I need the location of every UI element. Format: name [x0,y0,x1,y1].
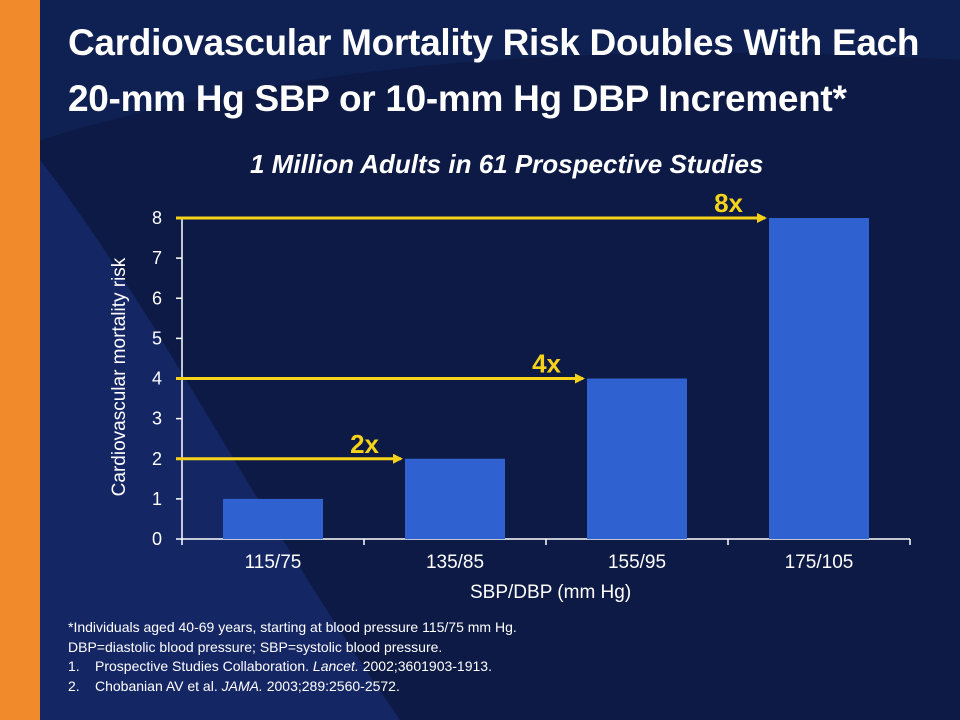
x-tick-label: 135/85 [426,552,484,573]
reference-2-details: 2003;289:2560-2572. [262,677,400,694]
chart-title: 1 Million Adults in 61 Prospective Studi… [250,149,764,179]
y-tick-label: 1 [152,489,162,509]
reference-1: 1. Prospective Studies Collaboration. Lan… [68,657,517,677]
reference-2-authors: Chobanian AV et al. [95,677,222,694]
reference-1-details: 2002;3601903-1913. [358,658,492,674]
bar [223,498,323,539]
y-tick-label: 5 [152,328,162,348]
footnotes: *Individuals aged 40-69 years, starting … [68,618,517,696]
reference-1-number: 1. [68,658,80,674]
y-tick-label: 6 [152,288,162,308]
annotation-label: 8x [714,188,743,218]
reference-1-authors: Prospective Studies Collaboration. [95,658,313,674]
bar [769,218,869,539]
y-tick-label: 3 [152,409,162,429]
x-tick-label: 115/75 [245,552,302,573]
bar [587,378,687,539]
x-axis-label: SBP/DBP (mm Hg) [470,582,632,603]
annotation-label: 2x [350,429,379,459]
y-tick-label: 2 [152,449,162,469]
reference-2-journal: JAMA. [221,677,263,694]
footnote-abbreviations: DBP=diastolic blood pressure; SBP=systol… [68,638,443,655]
x-tick-label: 175/105 [785,552,854,573]
y-tick-label: 0 [152,529,162,549]
reference-1-journal: Lancet. [312,658,359,674]
y-tick-label: 7 [152,248,162,268]
reference-2-number: 2. [68,677,80,694]
slide-title-line2: 20-mm Hg SBP or 10-mm Hg DBP Increment* [68,78,847,119]
background-top-sheen [40,0,960,140]
x-tick-label: 155/95 [608,552,666,573]
slide-title-line1: Cardiovascular Mortality Risk Doubles Wi… [68,22,920,63]
orange-side-band [0,0,40,720]
footnote-age: *Individuals aged 40-69 years, starting … [68,619,517,635]
background-swoosh [40,160,400,720]
annotation-label: 4x [532,349,561,379]
bar [405,458,505,539]
reference-2: 2. Chobanian AV et al. JAMA. 2003;289:256… [68,677,517,697]
y-axis-label: Cardiovascular mortality risk [109,257,130,497]
y-tick-label: 8 [152,208,162,228]
y-tick-label: 4 [152,369,162,389]
